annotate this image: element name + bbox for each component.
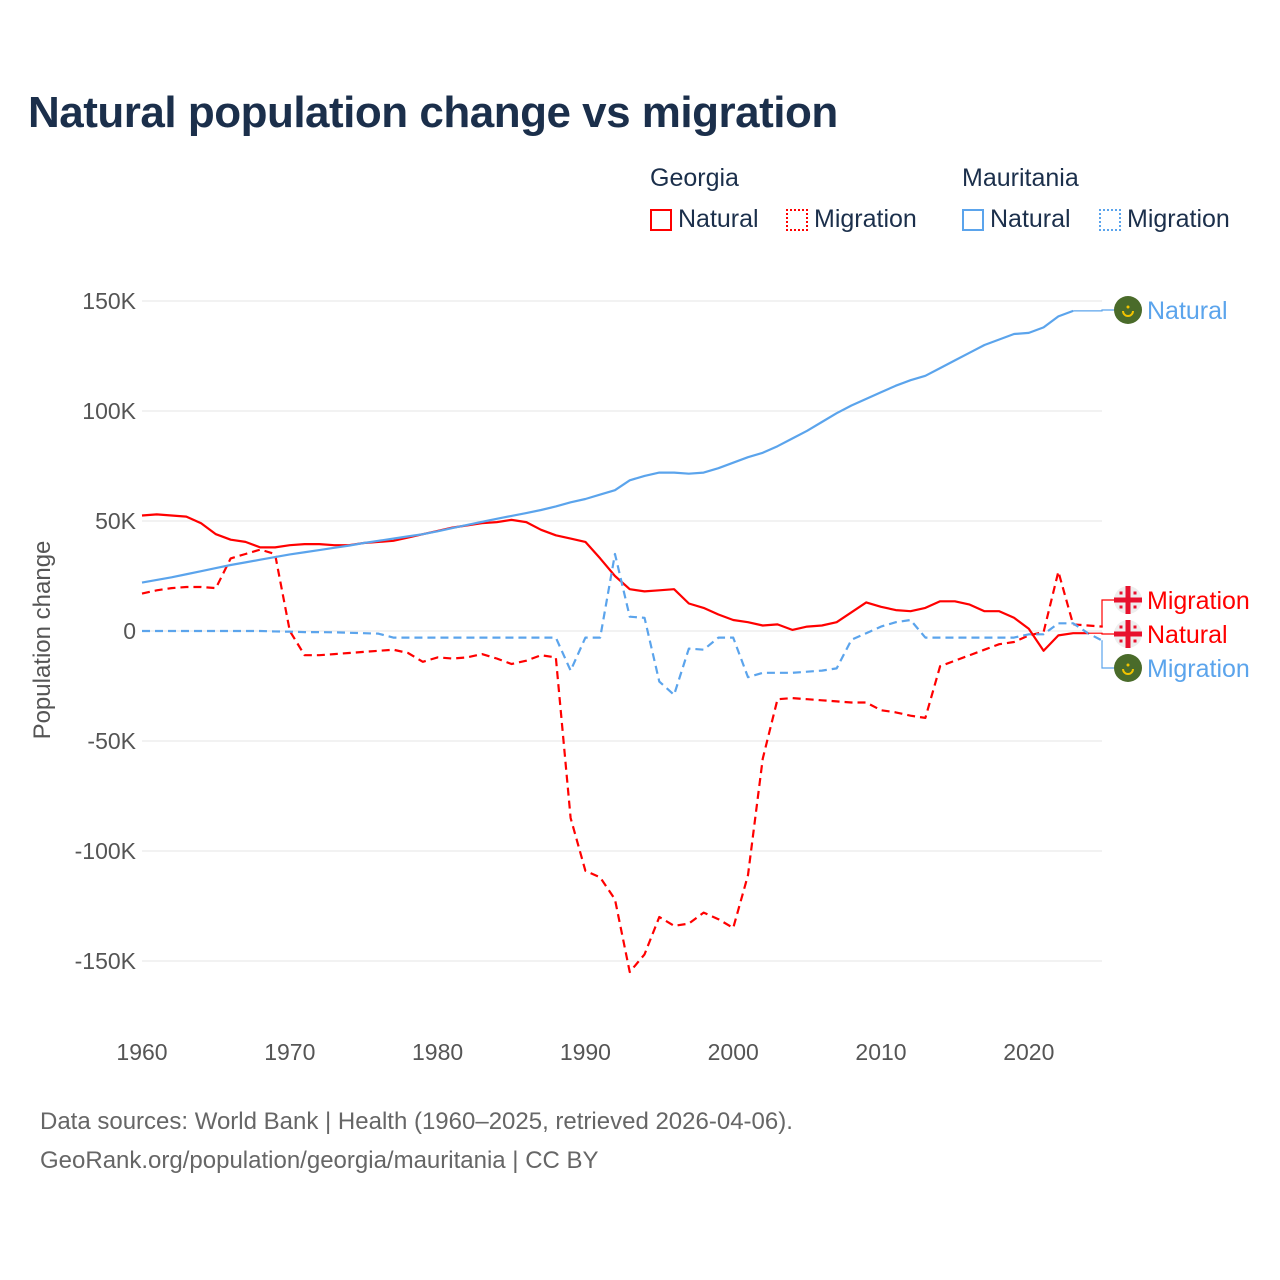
label-connector bbox=[1073, 309, 1114, 312]
x-tick-label: 1970 bbox=[264, 1039, 315, 1065]
legend-swatch-solid bbox=[962, 208, 984, 231]
legend-swatch-solid bbox=[650, 208, 672, 231]
label-connector bbox=[1101, 640, 1114, 669]
label-connector bbox=[1101, 599, 1114, 628]
x-tick-label: 1990 bbox=[560, 1039, 611, 1065]
end-label-mauritania-migration: Migration bbox=[1147, 655, 1250, 683]
label-connector bbox=[1087, 632, 1114, 635]
x-tick-label: 2020 bbox=[1003, 1039, 1054, 1065]
legend-item-mauritania-natural[interactable]: Natural bbox=[962, 205, 1071, 234]
georgia-flag-icon bbox=[1114, 620, 1142, 648]
legend-item-georgia-migration[interactable]: Migration bbox=[786, 205, 917, 234]
legend-label: Natural bbox=[990, 205, 1071, 233]
legend-group-georgia: Georgia bbox=[650, 164, 739, 192]
legend-group-mauritania: Mauritania bbox=[962, 164, 1079, 192]
series-line-georgia-natural bbox=[141, 513, 1088, 652]
end-label-georgia-migration: Migration bbox=[1147, 587, 1250, 615]
y-tick-label: 0 bbox=[123, 618, 136, 644]
series-line-mauritania-migration bbox=[142, 552, 1104, 696]
georgia-flag-icon bbox=[1114, 586, 1142, 614]
y-tick-label: 100K bbox=[82, 398, 136, 424]
y-axis-label: Population change bbox=[29, 541, 56, 740]
chart-title: Natural population change vs migration bbox=[28, 88, 838, 137]
legend-swatch-dotted bbox=[1099, 208, 1121, 231]
mauritania-flag-icon bbox=[1114, 654, 1142, 682]
series-line-georgia-migration bbox=[141, 548, 1103, 974]
legend-label: Migration bbox=[814, 205, 917, 233]
x-tick-label: 2010 bbox=[855, 1039, 906, 1065]
end-label-georgia-natural: Natural bbox=[1147, 621, 1228, 649]
legend-label: Natural bbox=[678, 205, 759, 233]
y-tick-label: -150K bbox=[75, 948, 137, 974]
x-tick-label: 2000 bbox=[708, 1039, 759, 1065]
y-tick-label: -50K bbox=[87, 728, 136, 754]
mauritania-flag-icon bbox=[1114, 296, 1142, 324]
x-tick-label: 1960 bbox=[116, 1039, 167, 1065]
series-line-mauritania-natural bbox=[141, 309, 1074, 584]
end-label-mauritania-natural: Natural bbox=[1147, 297, 1228, 325]
y-tick-label: -100K bbox=[75, 838, 137, 864]
y-tick-label: 50K bbox=[95, 508, 137, 534]
legend-item-georgia-natural[interactable]: Natural bbox=[650, 205, 759, 234]
x-tick-label: 1980 bbox=[412, 1039, 463, 1065]
legend-swatch-dotted bbox=[786, 208, 808, 231]
legend-label: Migration bbox=[1127, 205, 1230, 233]
legend-item-mauritania-migration[interactable]: Migration bbox=[1099, 205, 1230, 234]
footer-url: GeoRank.org/population/georgia/mauritani… bbox=[40, 1147, 599, 1174]
footer-sources: Data sources: World Bank | Health (1960–… bbox=[40, 1108, 793, 1135]
y-tick-label: 150K bbox=[82, 288, 136, 314]
